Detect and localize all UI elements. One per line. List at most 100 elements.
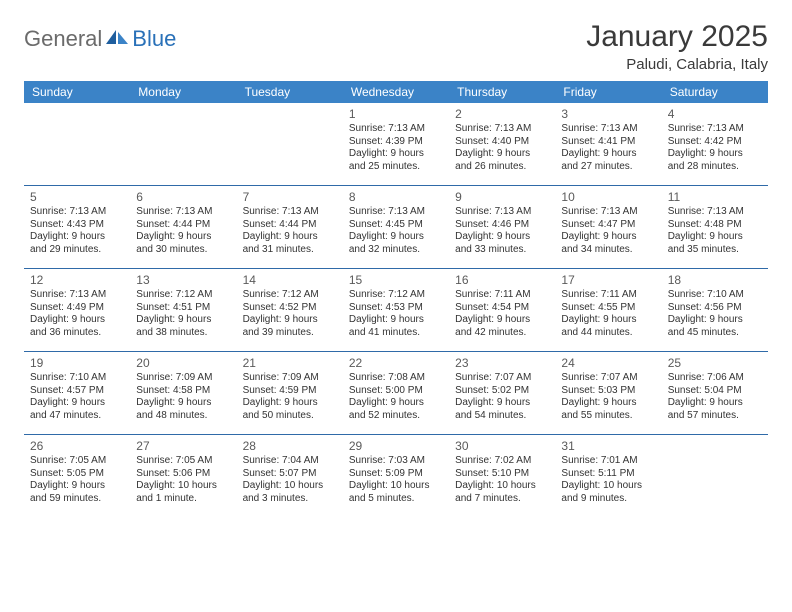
daylight-line2: and 41 minutes. xyxy=(349,327,443,340)
daylight-line2: and 42 minutes. xyxy=(455,327,549,340)
daylight-line1: Daylight: 9 hours xyxy=(243,314,337,327)
day-cell: 15Sunrise: 7:12 AMSunset: 4:53 PMDayligh… xyxy=(343,269,449,351)
daylight-line1: Daylight: 9 hours xyxy=(349,148,443,161)
daylight-line1: Daylight: 9 hours xyxy=(30,397,124,410)
daylight-line2: and 36 minutes. xyxy=(30,327,124,340)
day-number: 29 xyxy=(349,439,443,453)
sunset: Sunset: 4:52 PM xyxy=(243,302,337,315)
day-header: Friday xyxy=(555,81,661,103)
day-number: 1 xyxy=(349,107,443,121)
sunset: Sunset: 4:56 PM xyxy=(668,302,762,315)
daylight-line2: and 55 minutes. xyxy=(561,410,655,423)
sunrise: Sunrise: 7:13 AM xyxy=(561,123,655,136)
daylight-line2: and 25 minutes. xyxy=(349,161,443,174)
sunrise: Sunrise: 7:09 AM xyxy=(136,372,230,385)
daylight-line1: Daylight: 10 hours xyxy=(349,480,443,493)
sunrise: Sunrise: 7:13 AM xyxy=(30,289,124,302)
daylight-line2: and 7 minutes. xyxy=(455,493,549,506)
daylight-line2: and 47 minutes. xyxy=(30,410,124,423)
day-cell: 2Sunrise: 7:13 AMSunset: 4:40 PMDaylight… xyxy=(449,103,555,185)
daylight-line1: Daylight: 9 hours xyxy=(136,397,230,410)
sun-info: Sunrise: 7:13 AMSunset: 4:48 PMDaylight:… xyxy=(668,206,762,256)
daylight-line1: Daylight: 9 hours xyxy=(668,231,762,244)
daylight-line2: and 34 minutes. xyxy=(561,244,655,257)
sunrise: Sunrise: 7:13 AM xyxy=(349,123,443,136)
daylight-line1: Daylight: 10 hours xyxy=(243,480,337,493)
brand-general: General xyxy=(24,26,102,52)
day-cell: 3 Sunrise: 7:13 AMSunset: 4:41 PMDaylight… xyxy=(555,103,661,185)
day-cell: 24Sunrise: 7:07 AMSunset: 5:03 PMDayligh… xyxy=(555,352,661,434)
daylight-line1: Daylight: 9 hours xyxy=(349,314,443,327)
day-cell: 13Sunrise: 7:12 AMSunset: 4:51 PMDayligh… xyxy=(130,269,236,351)
daylight-line1: Daylight: 9 hours xyxy=(30,480,124,493)
sunrise: Sunrise: 7:13 AM xyxy=(668,206,762,219)
day-cell xyxy=(130,103,236,185)
sunset: Sunset: 5:03 PM xyxy=(561,385,655,398)
sun-info: Sunrise: 7:13 AMSunset: 4:46 PMDaylight:… xyxy=(455,206,549,256)
sun-info: Sunrise: 7:13 AMSunset: 4:43 PMDaylight:… xyxy=(30,206,124,256)
sun-info: Sunrise: 7:13 AMSunset: 4:40 PMDaylight:… xyxy=(455,123,549,173)
sunrise: Sunrise: 7:07 AM xyxy=(561,372,655,385)
sunset: Sunset: 5:02 PM xyxy=(455,385,549,398)
day-number: 20 xyxy=(136,356,230,370)
week-row: 1Sunrise: 7:13 AMSunset: 4:39 PMDaylight… xyxy=(24,103,768,185)
day-cell: 30Sunrise: 7:02 AMSunset: 5:10 PMDayligh… xyxy=(449,435,555,517)
sunset: Sunset: 4:44 PM xyxy=(136,219,230,232)
day-cell: 22Sunrise: 7:08 AMSunset: 5:00 PMDayligh… xyxy=(343,352,449,434)
day-cell: 11Sunrise: 7:13 AMSunset: 4:48 PMDayligh… xyxy=(662,186,768,268)
daylight-line1: Daylight: 10 hours xyxy=(136,480,230,493)
sun-info: Sunrise: 7:11 AMSunset: 4:55 PMDaylight:… xyxy=(561,289,655,339)
sunset: Sunset: 4:55 PM xyxy=(561,302,655,315)
day-number: 8 xyxy=(349,190,443,204)
daylight-line2: and 33 minutes. xyxy=(455,244,549,257)
daylight-line2: and 5 minutes. xyxy=(349,493,443,506)
daylight-line1: Daylight: 9 hours xyxy=(561,397,655,410)
daylight-line1: Daylight: 9 hours xyxy=(136,231,230,244)
sun-info: Sunrise: 7:10 AMSunset: 4:56 PMDaylight:… xyxy=(668,289,762,339)
daylight-line2: and 48 minutes. xyxy=(136,410,230,423)
sun-info: Sunrise: 7:04 AMSunset: 5:07 PMDaylight:… xyxy=(243,455,337,505)
sunrise: Sunrise: 7:10 AM xyxy=(30,372,124,385)
daylight-line1: Daylight: 9 hours xyxy=(561,314,655,327)
day-cell: 25Sunrise: 7:06 AMSunset: 5:04 PMDayligh… xyxy=(662,352,768,434)
sun-info: Sunrise: 7:08 AMSunset: 5:00 PMDaylight:… xyxy=(349,372,443,422)
sun-info: Sunrise: 7:12 AMSunset: 4:52 PMDaylight:… xyxy=(243,289,337,339)
day-header: Wednesday xyxy=(343,81,449,103)
day-number: 18 xyxy=(668,273,762,287)
week-row: 26Sunrise: 7:05 AMSunset: 5:05 PMDayligh… xyxy=(24,434,768,517)
daylight-line1: Daylight: 9 hours xyxy=(30,314,124,327)
sun-info: Sunrise: 7:13 AMSunset: 4:44 PMDaylight:… xyxy=(243,206,337,256)
daylight-line2: and 59 minutes. xyxy=(30,493,124,506)
daylight-line2: and 1 minute. xyxy=(136,493,230,506)
day-cell: 14Sunrise: 7:12 AMSunset: 4:52 PMDayligh… xyxy=(237,269,343,351)
daylight-line2: and 29 minutes. xyxy=(30,244,124,257)
day-number: 3 xyxy=(561,107,655,121)
sun-info: Sunrise: 7:13 AMSunset: 4:41 PMDaylight:… xyxy=(561,123,655,173)
sunrise: Sunrise: 7:01 AM xyxy=(561,455,655,468)
day-cell: 4Sunrise: 7:13 AMSunset: 4:42 PMDaylight… xyxy=(662,103,768,185)
brand-blue: Blue xyxy=(132,26,176,52)
day-number: 4 xyxy=(668,107,762,121)
day-cell: 26Sunrise: 7:05 AMSunset: 5:05 PMDayligh… xyxy=(24,435,130,517)
sunset: Sunset: 5:06 PM xyxy=(136,468,230,481)
day-header-row: Sunday Monday Tuesday Wednesday Thursday… xyxy=(24,81,768,103)
sun-info: Sunrise: 7:12 AMSunset: 4:51 PMDaylight:… xyxy=(136,289,230,339)
sunrise: Sunrise: 7:13 AM xyxy=(668,123,762,136)
daylight-line2: and 27 minutes. xyxy=(561,161,655,174)
day-number: 9 xyxy=(455,190,549,204)
day-number: 16 xyxy=(455,273,549,287)
sunset: Sunset: 5:11 PM xyxy=(561,468,655,481)
daylight-line2: and 44 minutes. xyxy=(561,327,655,340)
sunset: Sunset: 4:40 PM xyxy=(455,136,549,149)
day-header: Monday xyxy=(130,81,236,103)
sun-info: Sunrise: 7:07 AMSunset: 5:02 PMDaylight:… xyxy=(455,372,549,422)
sunrise: Sunrise: 7:07 AM xyxy=(455,372,549,385)
sunset: Sunset: 4:41 PM xyxy=(561,136,655,149)
sunrise: Sunrise: 7:12 AM xyxy=(136,289,230,302)
day-number: 27 xyxy=(136,439,230,453)
daylight-line2: and 3 minutes. xyxy=(243,493,337,506)
sunset: Sunset: 4:54 PM xyxy=(455,302,549,315)
sunset: Sunset: 4:43 PM xyxy=(30,219,124,232)
sunset: Sunset: 4:47 PM xyxy=(561,219,655,232)
sunrise: Sunrise: 7:13 AM xyxy=(136,206,230,219)
